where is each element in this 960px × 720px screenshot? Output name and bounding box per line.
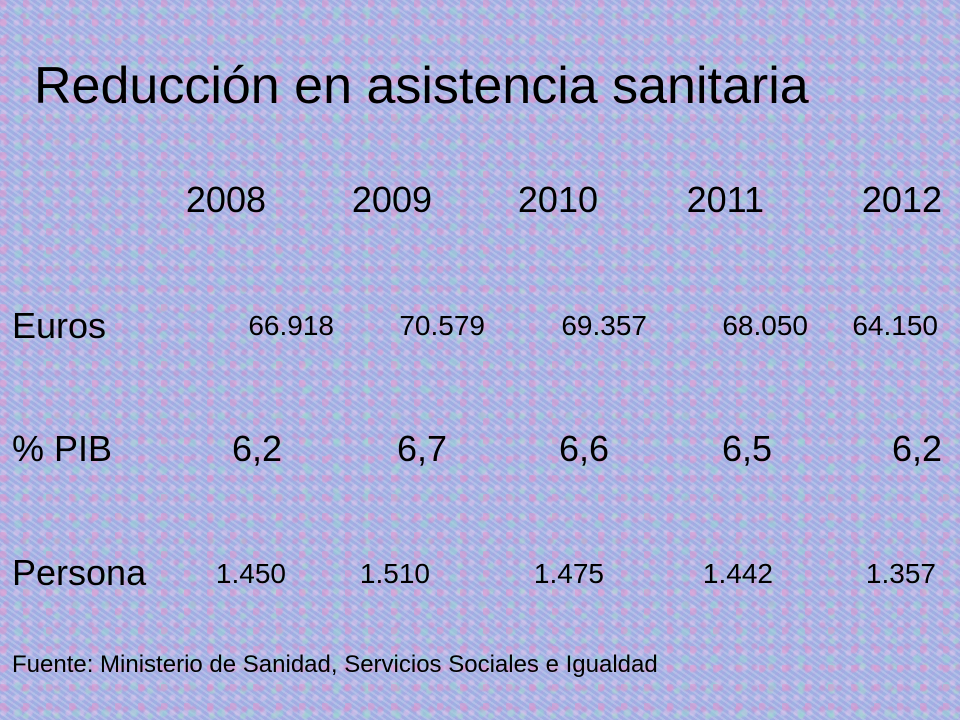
- value-cell: 6,6: [558, 428, 609, 469]
- value-cell: 68.050: [722, 310, 808, 341]
- source-note: Fuente: Ministerio de Sanidad, Servicios…: [12, 651, 658, 678]
- value-cell: 69.357: [561, 310, 647, 341]
- row-label: Persona: [12, 552, 147, 593]
- value-cell: 1.442: [702, 558, 773, 589]
- row-label: Euros: [12, 305, 107, 346]
- value-cell: 6,2: [231, 428, 282, 469]
- row-label: % PIB: [12, 428, 113, 469]
- value-cell: 1.450: [215, 558, 286, 589]
- slide-title: Reducción en asistencia sanitaria: [34, 57, 809, 115]
- value-cell: 66.918: [248, 310, 334, 341]
- year-cell: 2011: [686, 179, 764, 220]
- value-cell: 1.510: [359, 558, 430, 589]
- value-cell: 1.475: [533, 558, 604, 589]
- value-cell: 6,7: [396, 428, 447, 469]
- year-cell: 2010: [517, 179, 598, 220]
- value-cell: 70.579: [399, 310, 485, 341]
- value-cell: 1.357: [865, 558, 936, 589]
- year-cell: 2012: [861, 179, 942, 220]
- year-cell: 2009: [351, 179, 432, 220]
- value-cell: 6,2: [891, 428, 942, 469]
- value-cell: 64.150: [852, 310, 938, 341]
- year-cell: 2008: [185, 179, 266, 220]
- value-cell: 6,5: [721, 428, 772, 469]
